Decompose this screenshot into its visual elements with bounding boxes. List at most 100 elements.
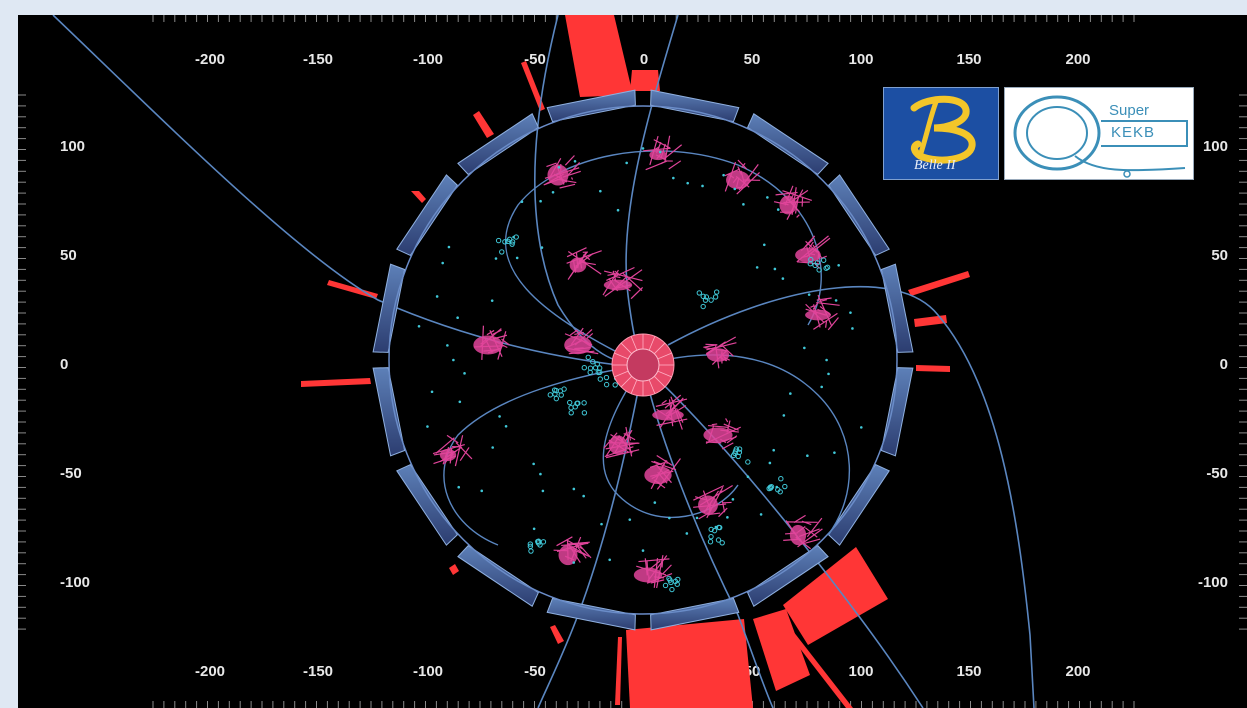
hit-point-cyan <box>696 290 703 296</box>
barrel-segment <box>827 463 890 546</box>
hit-cluster-pink <box>547 164 569 186</box>
vertex-spoke <box>630 336 638 351</box>
track-bottom-left <box>537 364 644 708</box>
hit-segment-pink <box>435 437 455 454</box>
hit-segment-pink <box>662 564 672 575</box>
hit-dot-cyan <box>458 400 462 404</box>
hit-cluster-pink <box>805 309 831 321</box>
hit-dot-cyan <box>532 527 536 531</box>
hit-dot-cyan <box>820 385 823 389</box>
hit-dot-cyan <box>480 489 484 493</box>
hit-dot-cyan <box>573 159 577 163</box>
hit-point-cyan <box>553 395 560 402</box>
hit-dot-cyan <box>540 246 544 249</box>
hit-dot-cyan <box>452 358 455 362</box>
hit-dot-cyan <box>490 299 494 302</box>
hit-point-cyan <box>715 537 722 543</box>
hit-dot-cyan <box>833 451 836 454</box>
barrel-inner-edge <box>388 105 898 615</box>
hit-dot-cyan <box>851 327 854 330</box>
hit-segment-pink <box>567 541 590 545</box>
barrel-segment <box>457 113 540 176</box>
ecl-deposit-top-bar <box>521 61 545 111</box>
y-tick-right-4: -50 <box>1206 465 1228 482</box>
hit-point-cyan <box>597 376 603 382</box>
hit-segment-pink <box>794 198 799 214</box>
hit-point-cyan <box>603 374 610 381</box>
belle-b-glyph <box>910 95 976 164</box>
belle-ii-caption: Belle II <box>914 158 956 173</box>
barrel-segment <box>650 597 740 631</box>
hit-point-cyan <box>767 485 774 491</box>
x-tick-top-3: -100 <box>413 51 443 68</box>
hit-point-cyan <box>535 538 541 545</box>
x-tick-bottom-4: -50 <box>524 663 546 680</box>
x-tick-top-6: 50 <box>744 51 761 68</box>
hit-dot-cyan <box>806 454 809 457</box>
y-tick-left-3: 0 <box>60 356 68 373</box>
hit-dot-cyan <box>776 208 780 211</box>
hit-dot-cyan <box>733 187 737 191</box>
hit-segment-pink <box>643 147 671 152</box>
hit-segment-pink <box>816 301 840 306</box>
hit-segment-pink <box>603 270 643 282</box>
hit-point-cyan <box>816 267 822 273</box>
hit-dot-cyan <box>837 263 840 267</box>
barrel-segment <box>827 174 890 257</box>
q-box <box>1101 120 1188 147</box>
hit-segment-pink <box>566 247 587 258</box>
x-tick-top-9: 200 <box>1065 51 1090 68</box>
x-tick-top-8: 150 <box>956 51 981 68</box>
hit-segment-pink <box>812 302 819 310</box>
hit-dot-cyan <box>417 324 421 328</box>
hit-dot-cyan <box>731 498 735 501</box>
hit-point-cyan <box>581 410 588 416</box>
x-tick-bottom-2: -150 <box>303 663 333 680</box>
hit-segment-pink <box>800 538 821 546</box>
hit-segment-pink <box>586 332 594 339</box>
ecl-deposit-left-1 <box>327 280 378 299</box>
hit-point-cyan <box>708 526 714 533</box>
ecl-deposit-upper-left-1 <box>473 111 494 138</box>
hit-segment-pink <box>459 447 470 462</box>
hit-segment-pink <box>825 320 828 328</box>
x-tick-bottom-3: -100 <box>413 663 443 680</box>
hit-segment-pink <box>455 442 473 460</box>
hit-point-cyan <box>612 382 618 388</box>
superkekb-q-glyph <box>1013 95 1188 178</box>
hit-segment-pink <box>775 191 798 196</box>
hit-dot-cyan <box>641 147 645 150</box>
y-tick-right-1: 100 <box>1203 138 1228 155</box>
hit-dot-cyan <box>447 245 451 249</box>
hit-dot-cyan <box>685 532 689 535</box>
hit-point-cyan <box>575 400 581 406</box>
hit-segment-pink <box>725 418 729 423</box>
hit-dot-cyan <box>773 267 777 271</box>
hit-segment-pink <box>446 434 459 444</box>
event-display: -200 -150 -100 -50 0 50 100 150 200 -200… <box>18 15 1247 708</box>
vertex-spoke <box>614 352 629 360</box>
hit-point-cyan <box>540 539 547 545</box>
barrel-segment <box>372 367 406 457</box>
track-arc-b <box>642 354 851 536</box>
hit-cluster-pink <box>789 524 807 546</box>
track-bottom-center <box>642 364 774 708</box>
hit-cluster-pink <box>569 257 587 273</box>
vertex-spoke <box>630 379 638 394</box>
hit-segment-pink <box>707 424 729 429</box>
x-tick-top-1: -200 <box>195 51 225 68</box>
hit-cluster-pink <box>703 427 733 443</box>
hit-dot-cyan <box>430 390 434 394</box>
hit-dot-cyan <box>759 513 763 516</box>
hit-point-cyan <box>719 540 725 546</box>
barrel-segment <box>457 544 540 607</box>
superkekb-super-text: Super <box>1109 102 1150 119</box>
hit-point-cyan <box>597 369 603 376</box>
hit-cluster-pink <box>649 149 667 161</box>
hit-dot-cyan <box>520 200 524 204</box>
barrel-segment <box>396 463 459 546</box>
ecl-deposit-bottom-3 <box>783 547 888 645</box>
hit-dot-cyan <box>722 173 725 177</box>
hit-point-cyan <box>568 405 574 411</box>
hit-dot-cyan <box>572 561 576 564</box>
